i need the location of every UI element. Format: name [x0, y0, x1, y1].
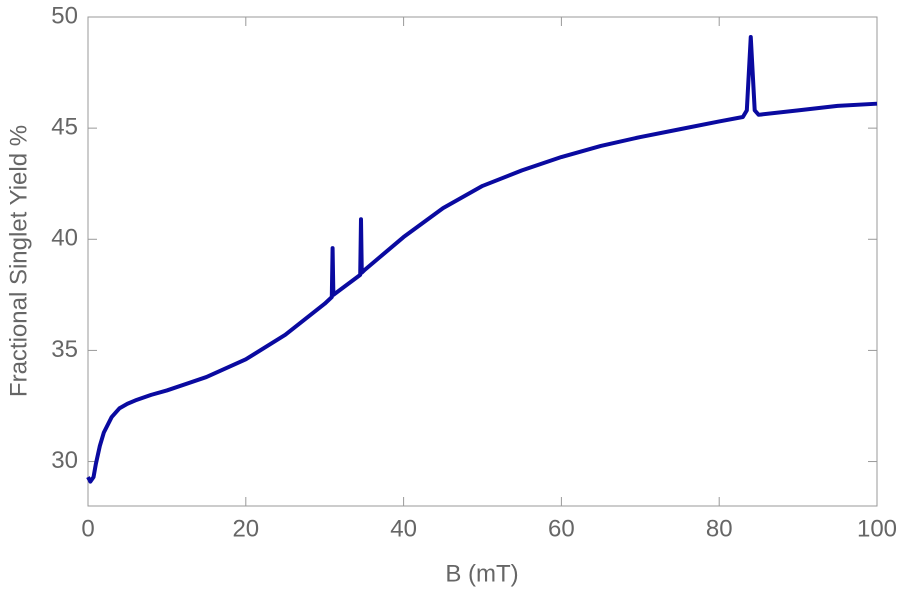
x-tick-label: 20: [232, 515, 259, 542]
x-tick-label: 0: [81, 515, 94, 542]
x-tick-label: 100: [857, 515, 897, 542]
y-tick-label: 50: [51, 2, 78, 29]
x-tick-label: 40: [390, 515, 417, 542]
x-axis-label: B (mT): [445, 560, 518, 587]
x-tick-label: 80: [706, 515, 733, 542]
y-tick-label: 40: [51, 225, 78, 252]
y-tick-label: 45: [51, 113, 78, 140]
y-tick-label: 30: [51, 447, 78, 474]
data-line: [86, 35, 878, 484]
plot-frame: [87, 16, 878, 507]
y-axis-label: Fractional Singlet Yield %: [5, 125, 32, 397]
y-tick-label: 35: [51, 336, 78, 363]
x-tick-label: 60: [548, 515, 575, 542]
